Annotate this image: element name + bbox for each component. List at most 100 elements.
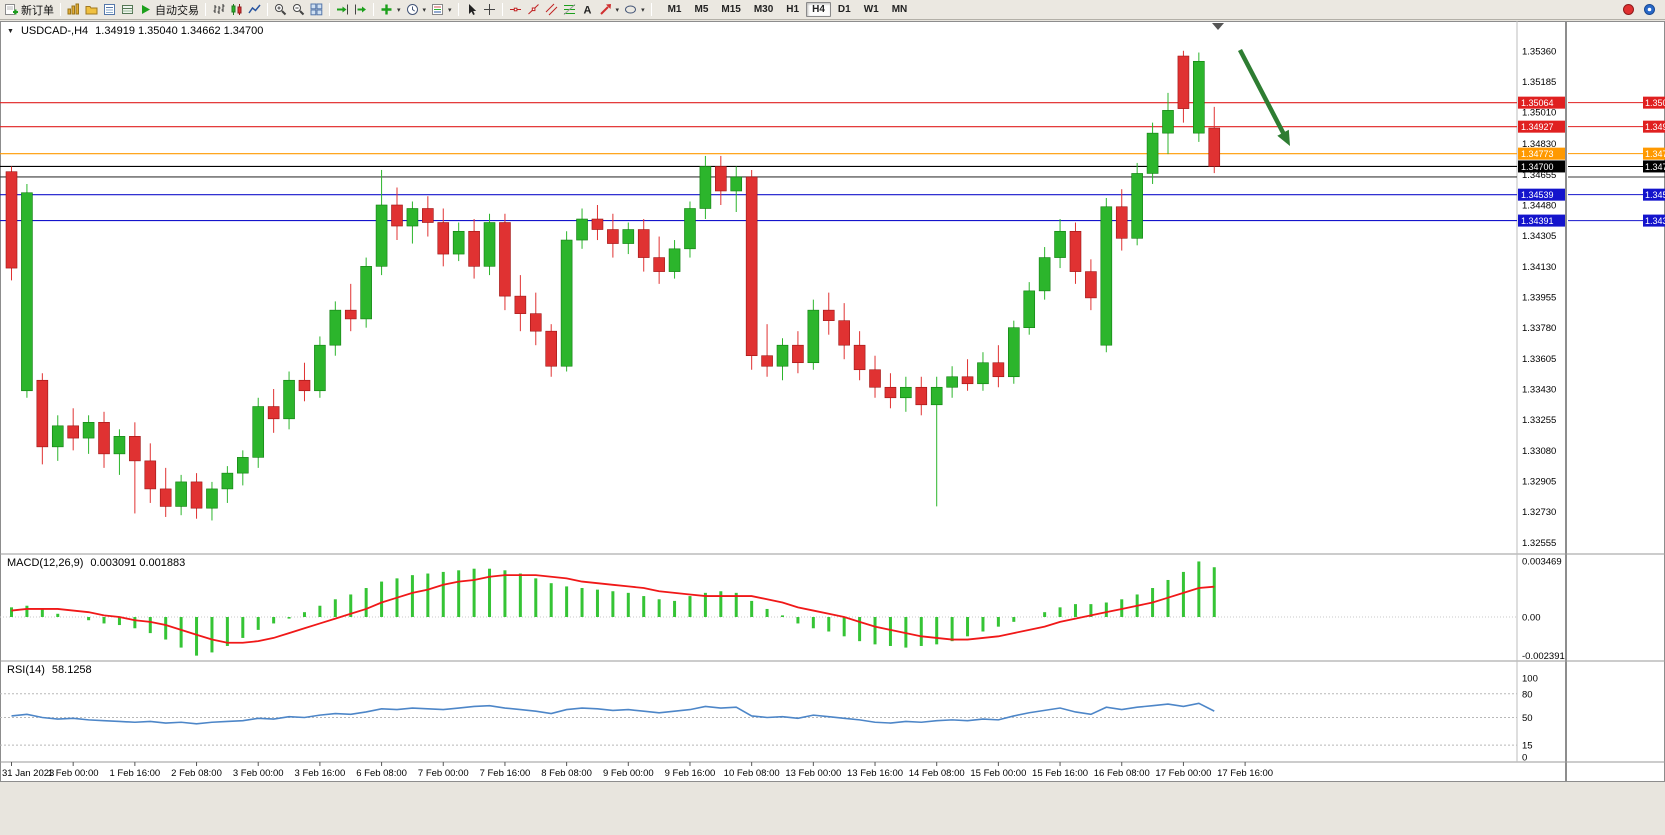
zoom-in-button[interactable] [272, 1, 289, 18]
trend-arrow-annotation[interactable] [1238, 48, 1288, 139]
candle-bullish [1100, 206, 1113, 346]
shapes-tool-button[interactable]: ▾ [622, 1, 647, 18]
timeframe-M5[interactable]: M5 [694, 4, 709, 15]
templates-button[interactable]: ▾ [429, 1, 454, 18]
timeframe-H1[interactable]: H1 [786, 4, 800, 15]
candle-bullish [329, 309, 342, 346]
time-axis-label: 31 Jan 2023 [2, 768, 54, 779]
dropdown-caret-icon[interactable]: ▾ [641, 6, 645, 14]
candle-bullish [668, 248, 681, 272]
market-watch-button[interactable] [65, 1, 82, 18]
periods-button[interactable]: ▾ [404, 1, 429, 18]
candlestick-mode-button[interactable] [228, 1, 245, 18]
terminal-button[interactable] [119, 1, 136, 18]
cursor-tool-button[interactable] [463, 1, 480, 18]
rsi-axis-label: 0 [1522, 753, 1527, 764]
candle-bullish [776, 344, 789, 367]
auto-trading-label: 自动交易 [155, 4, 199, 17]
price-axis-label: 1.34480 [1522, 200, 1556, 211]
macd-indicator-label: MACD(12,26,9) 0.003091 0.001883 [7, 557, 185, 569]
candle-bearish [607, 229, 619, 244]
auto-trading-button[interactable]: 自动交易 [137, 1, 201, 18]
candle-bullish [1007, 327, 1020, 378]
price-line-label [1518, 96, 1565, 109]
time-axis-label: 9 Feb 00:00 [603, 768, 654, 779]
price-line-label-fragment-text: 1.34391 [1645, 216, 1665, 226]
price-axis-label: 1.33255 [1522, 415, 1556, 426]
candle-bullish [946, 376, 958, 388]
terminal-icon [122, 5, 133, 14]
chart-shift-icon [355, 4, 366, 15]
auto-scroll-button[interactable] [334, 1, 351, 18]
dropdown-caret-icon[interactable]: ▾ [448, 6, 452, 14]
toolbar-separator [373, 3, 374, 16]
chart-title: ▼ USDCAD-,H4 1.34919 1.35040 1.34662 1.3… [7, 25, 263, 37]
text-tool-button[interactable]: A [579, 1, 596, 18]
candle-bullish [113, 436, 126, 455]
new-order-button[interactable]: 新订单 [3, 1, 56, 18]
candle-bullish [977, 362, 989, 385]
ohlc-toggle-icon[interactable]: ▼ [7, 27, 14, 35]
data-window-button[interactable] [101, 1, 118, 18]
time-axis-label: 17 Feb 00:00 [1155, 768, 1211, 779]
time-axis-label: 1 Feb 00:00 [48, 768, 99, 779]
indicators-button[interactable]: ▾ [378, 1, 403, 18]
toolbar-separator [60, 3, 61, 16]
arrows-tool-button[interactable]: ▾ [597, 1, 622, 18]
line-chart-mode-button[interactable] [246, 1, 263, 18]
new-order-label: 新订单 [21, 4, 54, 17]
candle-bullish [175, 481, 187, 507]
dropdown-caret-icon[interactable]: ▾ [422, 6, 427, 14]
dropdown-caret-icon[interactable]: ▾ [615, 6, 620, 14]
channel-tool-button[interactable] [543, 1, 560, 18]
candle-bearish [67, 425, 79, 439]
candle-bearish [961, 376, 974, 385]
tile-windows-button[interactable] [308, 1, 325, 18]
macd-signal-line [11, 574, 1215, 644]
bar-chart-mode-button[interactable] [210, 1, 227, 18]
timeframe-M1[interactable]: M1 [667, 4, 682, 15]
record-button[interactable] [1620, 1, 1637, 18]
price-line-label-fragment-text: 1.34539 [1645, 190, 1665, 200]
price-axis-label: 1.33955 [1522, 293, 1556, 304]
timeframe-M15[interactable]: M15 [721, 4, 741, 15]
auto-trading-icon [142, 5, 150, 14]
crosshair-tool-button[interactable] [481, 1, 498, 18]
timeframe-MN[interactable]: MN [891, 4, 908, 15]
timeframe-W1[interactable]: W1 [863, 4, 879, 15]
tile-windows-icon [310, 3, 323, 16]
time-axis-label: 16 Feb 08:00 [1094, 768, 1150, 779]
candle-bearish [653, 257, 665, 272]
candle-bearish [98, 422, 110, 455]
candle-bearish [822, 309, 835, 321]
chart-shift-button[interactable] [352, 1, 369, 18]
candle-bearish [869, 369, 881, 388]
community-button[interactable] [1641, 1, 1658, 18]
toolbar-separator [650, 3, 652, 16]
fibonacci-tool-button[interactable] [561, 1, 578, 18]
timeframe-D1[interactable]: D1 [837, 4, 851, 15]
chart-window-background [0, 21, 1566, 782]
horizontal-line-tool-button[interactable] [507, 1, 524, 18]
trendline-tool-button[interactable] [525, 1, 542, 18]
price-axis-label: 1.34130 [1522, 262, 1556, 273]
bar-chart-mode-icon [213, 4, 225, 14]
macd-name: MACD(12,26,9) [7, 557, 84, 569]
dropdown-caret-icon[interactable]: ▾ [397, 6, 401, 14]
price-axis-label: 1.33780 [1522, 323, 1556, 334]
time-axis-label: 14 Feb 08:00 [909, 768, 965, 779]
community-globe-icon [1644, 4, 1655, 15]
zoom-out-button[interactable] [290, 1, 307, 18]
price-axis-label: 1.35185 [1522, 77, 1556, 88]
candle-bullish [560, 239, 573, 367]
timeframe-M30[interactable]: M30 [753, 4, 774, 15]
candlestick-mode-icon [231, 4, 242, 15]
price-line-label-fragment [1643, 160, 1665, 173]
time-axis-label: 15 Feb 00:00 [970, 768, 1026, 779]
timeframe-H4[interactable]: H4 [806, 2, 831, 17]
chart-shift-marker[interactable] [1212, 23, 1224, 30]
candle-bullish [1131, 173, 1143, 239]
navigator-button[interactable] [83, 1, 100, 18]
